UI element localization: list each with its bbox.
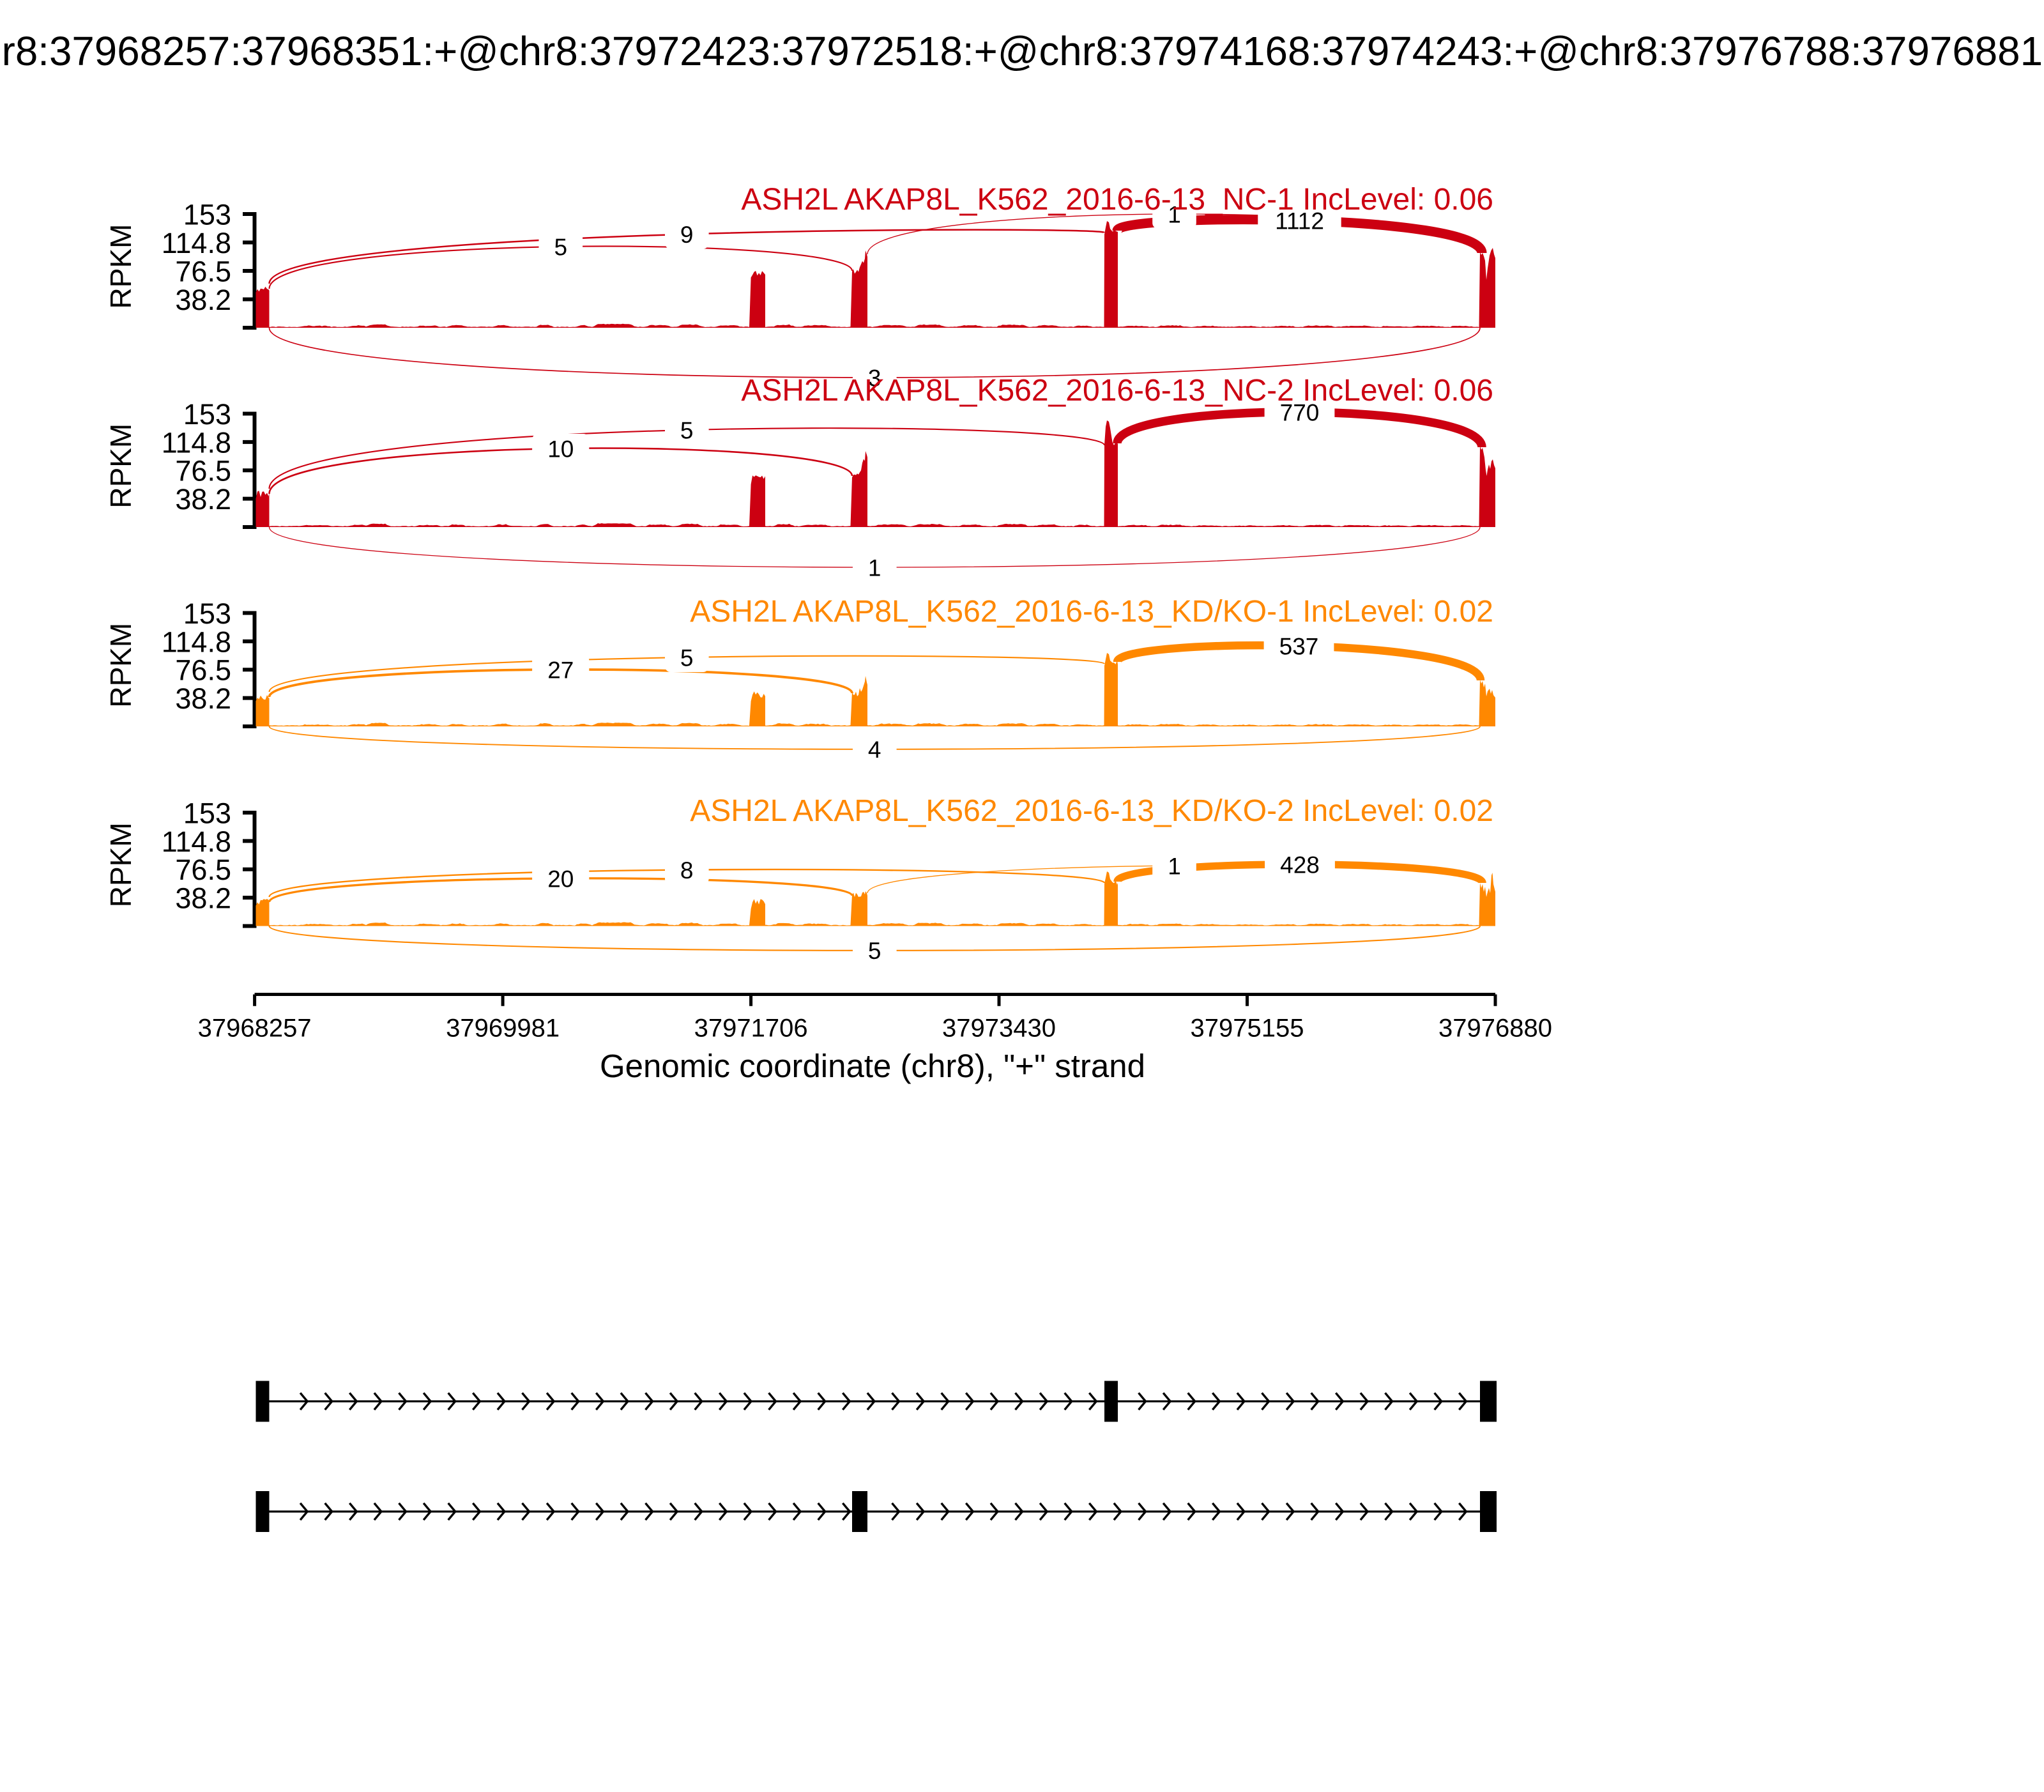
- svg-text:76.5: 76.5: [175, 854, 231, 886]
- svg-text:1112: 1112: [1275, 208, 1324, 234]
- svg-text:RPKM: RPKM: [104, 424, 137, 509]
- svg-text:1: 1: [868, 555, 881, 581]
- svg-text:38.2: 38.2: [175, 682, 231, 715]
- svg-text:76.5: 76.5: [175, 255, 231, 287]
- svg-text:37975155: 37975155: [1191, 1015, 1304, 1043]
- svg-text:10: 10: [547, 436, 574, 462]
- svg-text:38.2: 38.2: [175, 882, 231, 915]
- svg-text:37973430: 37973430: [942, 1015, 1056, 1043]
- svg-text:1: 1: [1168, 201, 1181, 227]
- svg-text:153: 153: [183, 198, 231, 231]
- svg-text:ASH2L AKAP8L_K562_2016-6-13_KD: ASH2L AKAP8L_K562_2016-6-13_KD/KO-2 IncL…: [690, 794, 1493, 828]
- svg-text:37976880: 37976880: [1438, 1015, 1552, 1043]
- svg-text:770: 770: [1280, 399, 1320, 425]
- svg-text:38.2: 38.2: [175, 483, 231, 516]
- svg-text:9: 9: [680, 222, 694, 248]
- svg-text:37969981: 37969981: [446, 1015, 560, 1043]
- svg-text:5: 5: [868, 938, 881, 964]
- svg-text:114.8: 114.8: [162, 426, 231, 459]
- svg-text:114.8: 114.8: [162, 625, 231, 658]
- svg-text:114.8: 114.8: [162, 825, 231, 858]
- svg-text:37971706: 37971706: [694, 1015, 808, 1043]
- svg-text:RPKM: RPKM: [104, 822, 137, 907]
- svg-text:r8:37968257:37968351:+@chr8:37: r8:37968257:37968351:+@chr8:37972423:379…: [2, 29, 2043, 74]
- svg-text:27: 27: [547, 657, 574, 683]
- svg-text:3: 3: [868, 365, 881, 391]
- svg-text:1: 1: [1168, 853, 1181, 879]
- svg-text:ASH2L AKAP8L_K562_2016-6-13_NC: ASH2L AKAP8L_K562_2016-6-13_NC-1 IncLeve…: [741, 183, 1493, 217]
- svg-text:38.2: 38.2: [175, 284, 231, 316]
- svg-text:76.5: 76.5: [175, 654, 231, 687]
- svg-text:5: 5: [680, 417, 694, 443]
- svg-text:153: 153: [183, 398, 231, 431]
- svg-text:537: 537: [1279, 633, 1319, 659]
- svg-text:153: 153: [183, 797, 231, 829]
- svg-text:ASH2L AKAP8L_K562_2016-6-13_NC: ASH2L AKAP8L_K562_2016-6-13_NC-2 IncLeve…: [741, 374, 1493, 408]
- svg-text:428: 428: [1280, 852, 1320, 878]
- svg-text:RPKM: RPKM: [104, 623, 137, 708]
- svg-text:4: 4: [868, 737, 881, 763]
- svg-text:5: 5: [554, 234, 568, 260]
- svg-text:ASH2L AKAP8L_K562_2016-6-13_KD: ASH2L AKAP8L_K562_2016-6-13_KD/KO-1 IncL…: [690, 595, 1493, 629]
- svg-text:20: 20: [547, 866, 574, 892]
- svg-text:76.5: 76.5: [175, 455, 231, 487]
- svg-text:153: 153: [183, 597, 231, 630]
- svg-text:114.8: 114.8: [162, 227, 231, 259]
- svg-text:Genomic coordinate (chr8), "+": Genomic coordinate (chr8), "+" strand: [600, 1048, 1145, 1084]
- svg-text:37968257: 37968257: [198, 1015, 312, 1043]
- svg-text:8: 8: [680, 857, 694, 884]
- svg-text:RPKM: RPKM: [104, 224, 137, 309]
- svg-text:5: 5: [680, 645, 694, 671]
